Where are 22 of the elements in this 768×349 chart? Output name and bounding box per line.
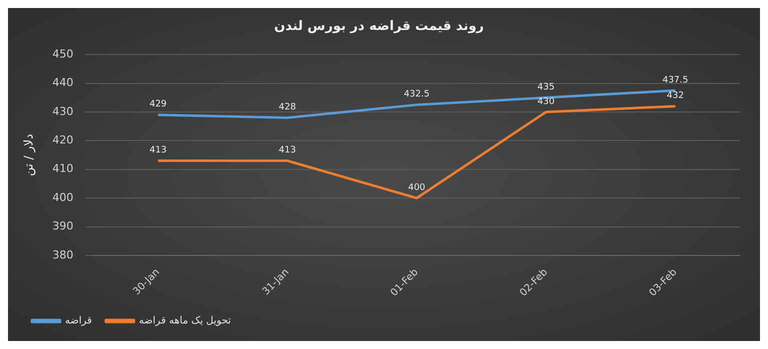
y-tick-label: 420 xyxy=(52,134,74,147)
legend-label: قراضه xyxy=(65,316,92,327)
data-label: 432.5 xyxy=(404,90,430,100)
data-label: 429 xyxy=(149,100,167,110)
data-label: 413 xyxy=(278,146,296,156)
chart-title: روند قیمت قراضه در بورس لندن xyxy=(274,19,484,34)
y-tick-label: 410 xyxy=(52,162,74,176)
y-axis-title: دلار / تن xyxy=(21,134,36,176)
data-label: 437.5 xyxy=(662,75,688,86)
legend-label: تحویل یک ماهه قراضه xyxy=(138,316,232,327)
y-tick-label: 400 xyxy=(52,190,74,204)
data-label: 413 xyxy=(149,146,167,156)
y-tick-label: 380 xyxy=(52,248,74,262)
y-tick-label: 450 xyxy=(52,47,74,60)
data-label: 430 xyxy=(537,96,555,107)
data-label: 428 xyxy=(278,102,296,113)
data-label: 432 xyxy=(666,91,684,102)
y-tick-label: 440 xyxy=(52,76,74,90)
y-tick-label: 430 xyxy=(52,104,74,118)
y-tick-label: 390 xyxy=(52,220,74,233)
data-label: 435 xyxy=(537,82,555,92)
data-label: 400 xyxy=(408,182,426,193)
